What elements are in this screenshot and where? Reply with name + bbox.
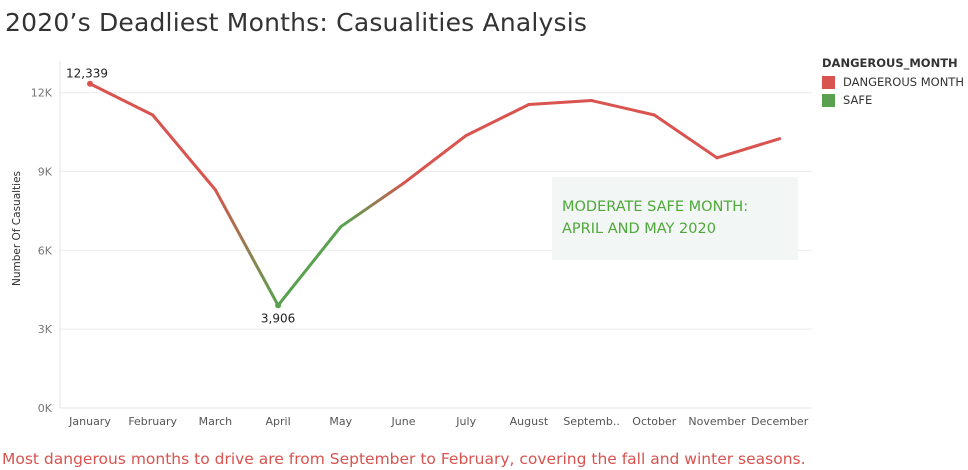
- line-segment: [402, 133, 468, 185]
- line-segment: [527, 99, 594, 106]
- y-tick-label: 0K: [38, 402, 53, 415]
- line-segment: [276, 225, 343, 307]
- line-segment: [213, 188, 280, 307]
- annotation-line: MODERATE SAFE MONTH:: [562, 199, 749, 215]
- annotation-box: MODERATE SAFE MONTH: APRIL AND MAY 2020: [552, 177, 798, 260]
- data-points: [87, 80, 282, 309]
- x-tick-label: July: [455, 415, 476, 428]
- x-tick-label: November: [688, 415, 746, 428]
- data-label: 3,906: [261, 311, 295, 325]
- y-axis-label: Number Of Casualties: [11, 171, 23, 286]
- line-segment: [652, 113, 719, 160]
- y-axis: 0K 3K 6K 9K 12K Number Of Casualties: [11, 87, 53, 415]
- line-segment: [590, 99, 656, 117]
- x-tick-label: February: [128, 415, 177, 428]
- x-tick-label: April: [266, 415, 291, 428]
- series-line: [88, 82, 782, 307]
- line-segment: [88, 82, 155, 117]
- x-tick-label: March: [199, 415, 233, 428]
- line-segment: [464, 102, 531, 137]
- x-tick-label: Septemb..: [563, 415, 620, 428]
- x-tick-label: January: [68, 415, 111, 428]
- legend-swatch: [822, 93, 835, 107]
- footnote: Most dangerous months to drive are from …: [2, 450, 806, 468]
- x-tick-label: May: [329, 415, 352, 428]
- gridlines: [59, 61, 812, 409]
- x-tick-label: December: [751, 415, 809, 428]
- x-tick-label: October: [632, 415, 676, 428]
- y-tick-label: 12K: [31, 87, 53, 100]
- legend-swatch: [822, 75, 835, 89]
- data-point: [87, 80, 93, 87]
- legend-label: DANGEROUS MONTH: [843, 75, 964, 89]
- line-segment: [715, 137, 782, 160]
- legend: DANGEROUS_MONTH DANGEROUS MONTH SAFE: [822, 56, 964, 109]
- data-point: [275, 302, 282, 309]
- legend-item-dangerous[interactable]: DANGEROUS MONTH: [822, 73, 964, 91]
- data-label: 12,339: [66, 67, 108, 81]
- legend-title: DANGEROUS_MONTH: [822, 56, 958, 70]
- annotation-line: APRIL AND MAY 2020: [562, 221, 716, 237]
- data-labels: 12,339 3,906: [66, 67, 295, 326]
- x-tick-label: August: [510, 415, 549, 428]
- y-tick-label: 3K: [38, 323, 53, 336]
- x-axis: January February March April May June July Augu…: [68, 415, 809, 428]
- line-segment: [339, 181, 405, 229]
- chart-title: 2020’s Deadliest Months: Casualities Ana…: [5, 8, 588, 37]
- x-tick-label: June: [391, 415, 416, 428]
- legend-item-safe[interactable]: SAFE: [822, 91, 964, 109]
- y-tick-label: 6K: [38, 244, 53, 257]
- legend-label: SAFE: [843, 93, 873, 107]
- line-segment: [151, 113, 217, 192]
- y-tick-label: 9K: [38, 165, 53, 178]
